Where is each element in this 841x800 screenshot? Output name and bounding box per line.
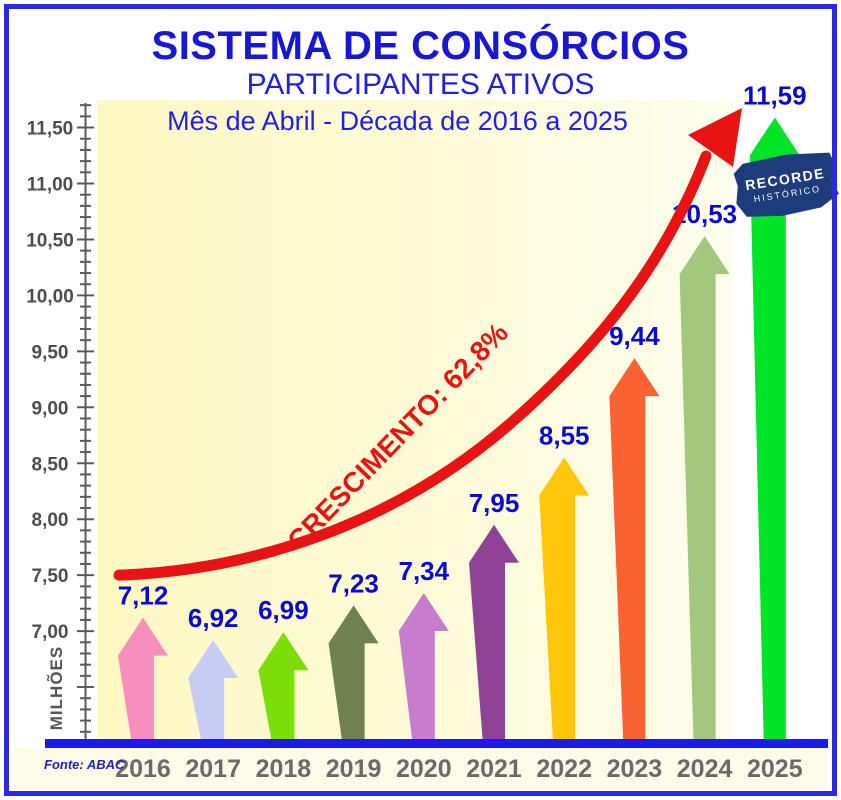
y-tick-label: 11,50 <box>27 119 74 140</box>
x-axis-year-label: 2020 <box>396 755 452 783</box>
value-label: 6,92 <box>188 603 239 633</box>
value-label: 7,23 <box>328 568 379 598</box>
page-subtitle: PARTICIPANTES ATIVOS <box>246 68 595 101</box>
x-axis-year-label: 2019 <box>326 755 382 783</box>
x-axis-year-label: 2024 <box>677 755 733 783</box>
bar-arrow-2020 <box>398 593 449 745</box>
bar-arrow-2024 <box>679 236 730 745</box>
value-label: 6,99 <box>258 595 309 625</box>
bar-arrow-2018 <box>258 632 309 745</box>
y-tick-label: 8,00 <box>32 510 69 531</box>
value-label: 8,55 <box>539 421 590 451</box>
value-label: 7,12 <box>118 581 169 611</box>
x-axis-year-label: 2018 <box>256 755 312 783</box>
y-tick-label: 7,00 <box>32 622 69 643</box>
x-axis-baseline <box>45 739 828 748</box>
y-tick-label: 10,50 <box>26 230 74 251</box>
bar-arrow-2016 <box>118 617 168 745</box>
value-label: 9,44 <box>609 321 660 351</box>
period-label: Mês de Abril - Década de 2016 a 2025 <box>167 106 628 136</box>
value-label: 7,95 <box>469 488 520 518</box>
y-tick-label: 11,00 <box>27 175 74 196</box>
bar-arrow-2025 <box>749 117 800 745</box>
x-axis-year-label: 2025 <box>747 755 803 783</box>
value-label: 11,59 <box>743 80 807 110</box>
bar-arrow-2021 <box>469 524 519 745</box>
x-axis-year-label: 2017 <box>185 755 241 783</box>
value-label: 7,34 <box>398 556 449 586</box>
x-axis-year-label: 2022 <box>536 755 592 783</box>
bar-arrow-2023 <box>609 358 660 745</box>
growth-trend-curve <box>113 150 712 581</box>
growth-trend-arrowhead <box>688 108 742 167</box>
bar-arrow-2017 <box>188 640 239 745</box>
y-tick-label: 9,00 <box>32 398 69 419</box>
y-tick-label: 7,50 <box>32 566 69 587</box>
x-axis-year-label: 2023 <box>607 755 663 783</box>
y-tick-label: 8,50 <box>32 454 69 475</box>
bar-arrow-2022 <box>539 457 590 745</box>
bar-arrow-2019 <box>328 605 379 745</box>
page-title: SISTEMA DE CONSÓRCIOS <box>151 24 690 68</box>
y-tick-label: 9,50 <box>32 342 69 363</box>
y-tick-label: 10,00 <box>26 286 74 307</box>
y-axis-unit-label: MILHÕES <box>47 645 66 731</box>
x-axis-year-label: 2021 <box>466 755 522 783</box>
bottom-strip <box>14 748 827 790</box>
source-label: Fonte: ABAC <box>44 757 125 772</box>
x-axis-year-label: 2016 <box>115 755 171 783</box>
